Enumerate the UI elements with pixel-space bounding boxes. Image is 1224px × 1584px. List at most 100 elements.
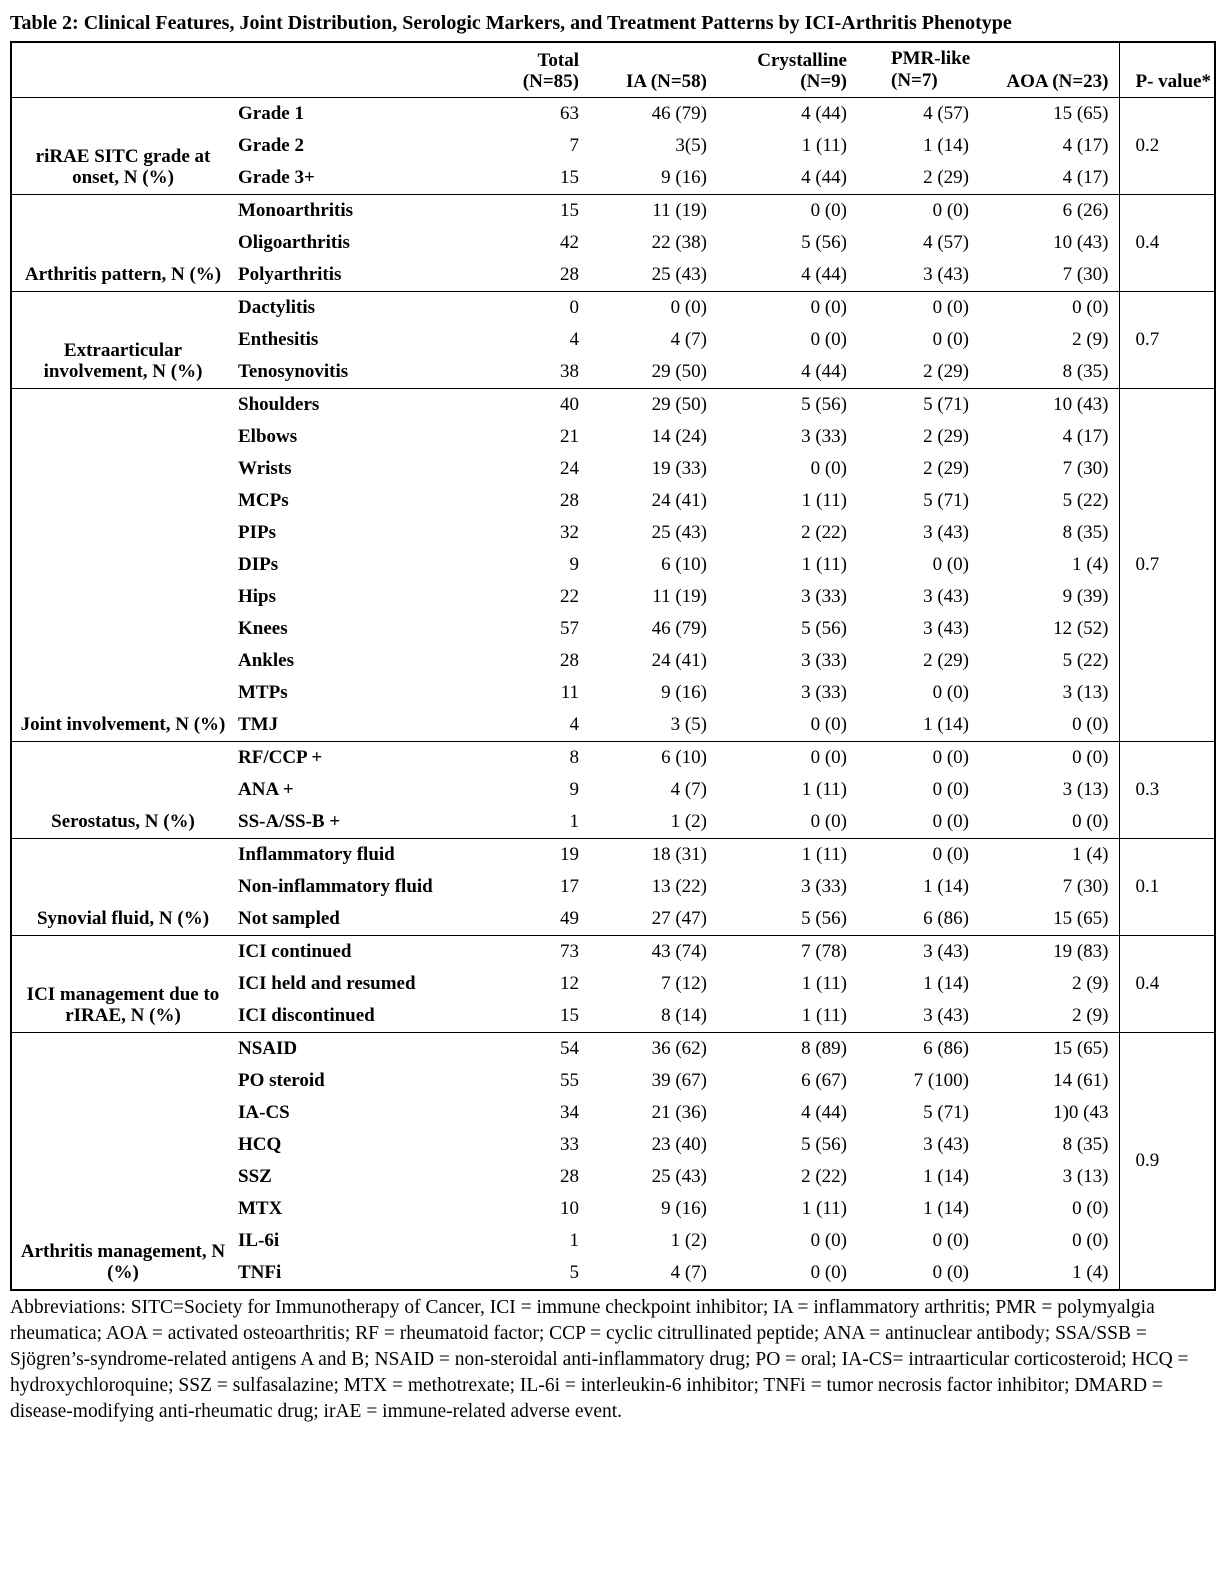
row-label: Knees — [238, 618, 288, 639]
value-cell: 5 (56) — [801, 232, 847, 253]
value-cell: 0 (0) — [932, 1262, 969, 1283]
value-cell: 3(5) — [675, 135, 707, 156]
table-row: Knees 57 46 (79) 5 (56) 3 (43) 12 (52) — [11, 613, 1215, 645]
value-cell: 6 (10) — [661, 747, 707, 768]
value-cell: 0 (0) — [810, 714, 847, 735]
value-cell: 5 (71) — [923, 394, 969, 415]
table-row: PIPs 32 25 (43) 2 (22) 3 (43) 8 (35) — [11, 517, 1215, 549]
row-label: Shoulders — [238, 394, 320, 415]
row-label: ICI discontinued — [238, 1005, 375, 1026]
value-cell: 3 (43) — [923, 1134, 969, 1155]
value-cell: 1 — [569, 811, 580, 832]
value-cell: 1 (11) — [801, 844, 847, 865]
value-cell: 3 (33) — [801, 876, 847, 897]
value-cell: 21 (36) — [651, 1102, 707, 1123]
group-label: Joint involvement, N (%) — [20, 714, 226, 735]
header-total: Total (N=85) — [522, 50, 579, 92]
value-cell: 12 — [560, 973, 579, 994]
table-row: Polyarthritis 28 25 (43) 4 (44) 3 (43) 7 (30) — [11, 259, 1215, 292]
value-cell: 54 — [560, 1038, 579, 1059]
value-cell: 1 (14) — [923, 714, 969, 735]
value-cell: 6 (26) — [1062, 200, 1109, 221]
row-label: Grade 3+ — [238, 167, 315, 188]
abbreviations-footnote: Abbreviations: SITC=Society for Immunoth… — [10, 1297, 1189, 1422]
row-label: PIPs — [238, 522, 276, 543]
value-cell: 3 (13) — [1062, 682, 1109, 703]
value-cell: 15 (65) — [1053, 1038, 1109, 1059]
value-cell: 1 (11) — [801, 973, 847, 994]
value-cell: 9 (39) — [1062, 586, 1109, 607]
table-row: Extraarticular involvement, N (%) Dactyli… — [11, 291, 1215, 389]
value-cell: 57 — [560, 618, 579, 639]
table-row: Serostatus, N (%) RF/CCP + 8 6 (10) 0 (0) 0 (… — [11, 741, 1215, 839]
table-row: ANA + 9 4 (7) 1 (11) 0 (0) 3 (13) — [11, 774, 1215, 806]
header-aoa: AOA (N=23) — [1006, 71, 1109, 92]
value-cell: 1 (11) — [801, 779, 847, 800]
value-cell: 29 (50) — [651, 361, 707, 382]
value-cell: 2 (29) — [923, 650, 969, 671]
value-cell: 4 (57) — [923, 103, 969, 124]
value-cell: 4 (44) — [801, 264, 847, 285]
header-crystalline: Crystalline (N=9) — [757, 50, 847, 92]
table-row: SSZ 28 25 (43) 2 (22) 1 (14) 3 (13) — [11, 1161, 1215, 1193]
table-row: TMJ 4 3 (5) 0 (0) 1 (14) 0 (0) — [11, 709, 1215, 742]
value-cell: 4 (17) — [1062, 135, 1109, 156]
p-value-cell: 0.4 — [1118, 194, 1215, 292]
row-label: HCQ — [238, 1134, 282, 1155]
row-label: Not sampled — [238, 908, 340, 929]
value-cell: 0 (0) — [932, 811, 969, 832]
value-cell: 4 (17) — [1062, 426, 1109, 447]
value-cell: 28 — [560, 490, 579, 511]
table-title: Table 2: Clinical Features, Joint Distri… — [10, 12, 1012, 34]
value-cell: 9 (16) — [661, 167, 707, 188]
value-cell: 0 (0) — [932, 844, 969, 865]
value-cell: 4 (44) — [801, 103, 847, 124]
value-cell: 5 — [569, 1262, 580, 1283]
value-cell: 63 — [560, 103, 579, 124]
table-row: Arthritis pattern, N (%) Monoarthritis 15 1… — [11, 194, 1215, 292]
group-label: riRAE SITC grade at onset, N (%) — [35, 146, 211, 188]
row-label: IA-CS — [238, 1102, 290, 1123]
value-cell: 3 (13) — [1062, 1166, 1109, 1187]
value-cell: 8 (14) — [661, 1005, 707, 1026]
value-cell: 3 (43) — [923, 618, 969, 639]
value-cell: 4 (44) — [801, 361, 847, 382]
row-label: Inflammatory fluid — [238, 844, 395, 865]
value-cell: 1 (2) — [670, 811, 707, 832]
value-cell: 0 (0) — [810, 747, 847, 768]
value-cell: 0 — [569, 297, 580, 318]
p-value-cell: 0.4 — [1118, 935, 1215, 1033]
row-label: SS-A/SS-B + — [238, 811, 341, 832]
table-row: Joint involvement, N (%) Shoulders 40 29 (5… — [11, 388, 1215, 742]
table-row: Not sampled 49 27 (47) 5 (56) 6 (86) 15 (65) — [11, 903, 1215, 936]
value-cell: 2 (22) — [801, 522, 847, 543]
table-group: Arthritis pattern, N (%) Monoarthritis 15 1… — [11, 194, 1215, 292]
value-cell: 23 (40) — [651, 1134, 707, 1155]
table-row: Grade 3+ 15 9 (16) 4 (44) 2 (29) 4 (17) — [11, 162, 1215, 195]
value-cell: 4 (7) — [670, 779, 707, 800]
group-label: ICI management due to rIRAE, N (%) — [26, 984, 220, 1026]
group-label: Serostatus, N (%) — [51, 811, 195, 832]
value-cell: 6 (86) — [923, 1038, 969, 1059]
table-row: IL-6i 1 1 (2) 0 (0) 0 (0) 0 (0) — [11, 1225, 1215, 1257]
header-pmr-like: PMR-like (N=7) — [857, 42, 979, 98]
value-cell: 42 — [560, 232, 579, 253]
value-cell: 0 (0) — [810, 1262, 847, 1283]
value-cell: 25 (43) — [651, 1166, 707, 1187]
value-cell: 24 — [560, 458, 579, 479]
value-cell: 8 (35) — [1062, 1134, 1109, 1155]
value-cell: 25 (43) — [651, 522, 707, 543]
value-cell: 2 (29) — [923, 361, 969, 382]
value-cell: 1 — [569, 1230, 580, 1251]
value-cell: 1 (11) — [801, 554, 847, 575]
row-label: TNFi — [238, 1262, 282, 1283]
table-row: Non-inflammatory fluid 17 13 (22) 3 (33) 1 (… — [11, 871, 1215, 903]
table-row: MTPs 11 9 (16) 3 (33) 0 (0) 3 (13) — [11, 677, 1215, 709]
row-label: Non-inflammatory fluid — [238, 876, 433, 897]
table-row: Tenosynovitis 38 29 (50) 4 (44) 2 (29) 8 (35) — [11, 356, 1215, 389]
value-cell: 7 (78) — [801, 941, 847, 962]
value-cell: 11 (19) — [652, 586, 707, 607]
row-label: IL-6i — [238, 1230, 280, 1251]
row-label: ICI held and resumed — [238, 973, 416, 994]
value-cell: 5 (56) — [801, 1134, 847, 1155]
